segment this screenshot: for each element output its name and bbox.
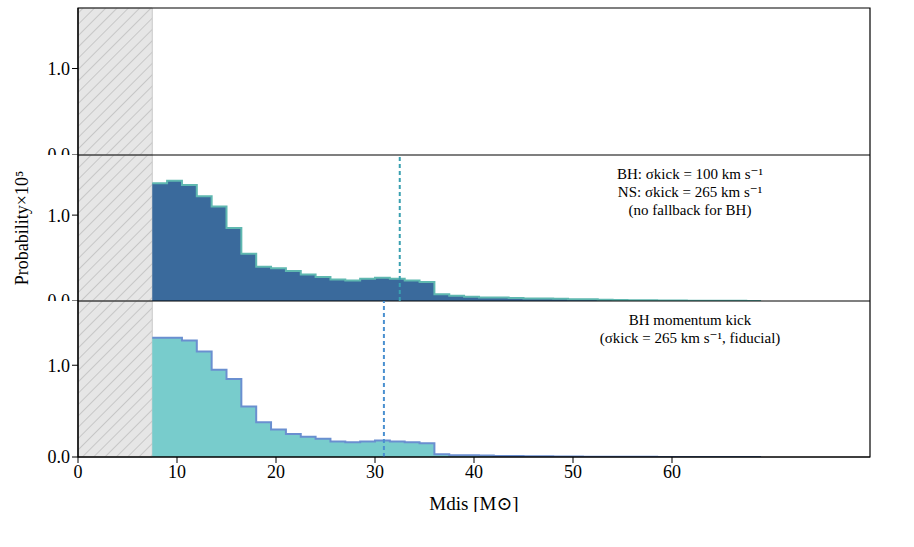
html-text:Probability×10⁵: Probability×10⁵: [11, 170, 32, 286]
svg-text:0.0: 0.0: [48, 145, 71, 155]
svg-text:60: 60: [663, 462, 681, 482]
svg-text:40: 40: [465, 462, 483, 482]
html-text:NS: σkick = 265 km s⁻¹: NS: σkick = 265 km s⁻¹: [617, 184, 763, 200]
svg-text:0.0: 0.0: [48, 447, 71, 467]
html-text:BH: σkick = 100 km s⁻¹: BH: σkick = 100 km s⁻¹: [617, 166, 763, 182]
svg-text:Mdis [M⊙]: Mdis [M⊙]: [429, 493, 518, 512]
svg-text:0: 0: [74, 462, 83, 482]
svg-text:0.0: 0.0: [48, 291, 71, 301]
svg-text:1.0: 1.0: [48, 206, 71, 226]
html-text:BH momentum kick: BH momentum kick: [628, 312, 752, 328]
html-text:(σkick = 265 km s⁻¹, fiducial): (σkick = 265 km s⁻¹, fiducial): [599, 330, 781, 346]
svg-text:1.0: 1.0: [48, 59, 71, 79]
svg-text:30: 30: [366, 462, 384, 482]
svg-text:10: 10: [168, 462, 186, 482]
svg-text:1.0: 1.0: [48, 356, 71, 376]
svg-text:50: 50: [564, 462, 582, 482]
svg-text:20: 20: [267, 462, 285, 482]
html-text:(no fallback for BH): (no fallback for BH): [628, 202, 752, 218]
